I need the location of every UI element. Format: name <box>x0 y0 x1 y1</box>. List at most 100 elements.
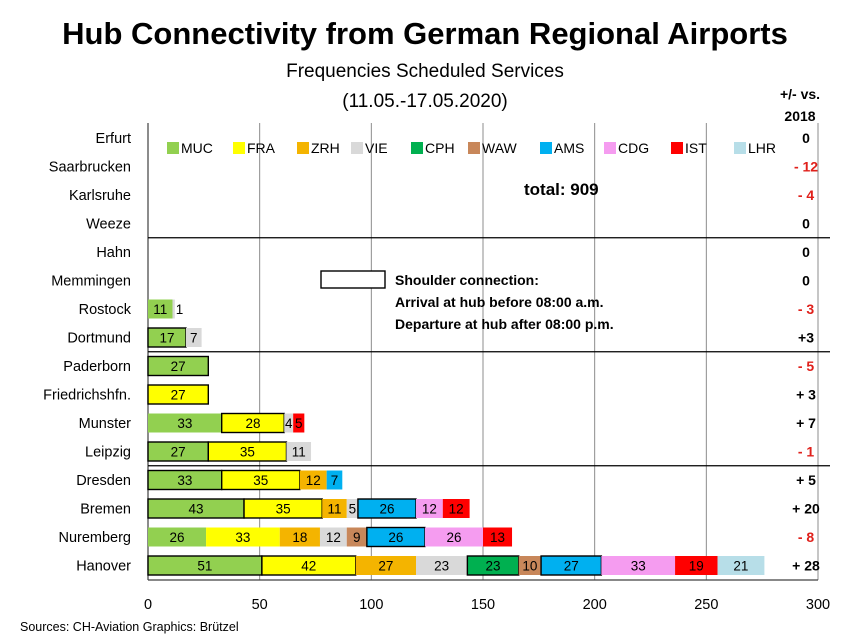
bar-segment-muc <box>148 413 222 433</box>
bar-value-label: 27 <box>564 559 579 574</box>
delta-value: - 12 <box>794 159 818 175</box>
delta-value: - 3 <box>798 301 815 317</box>
bar-value-label: 7 <box>190 331 198 346</box>
bar-value-label: 26 <box>379 502 394 517</box>
delta-value: + 28 <box>792 558 820 574</box>
bar-segment-vie <box>286 442 312 461</box>
chart-subtitle-line1: Frequencies Scheduled Services <box>286 61 564 82</box>
bar-segment-zrh <box>279 527 320 547</box>
delta-value: 0 <box>802 130 810 146</box>
delta-value: + 7 <box>796 415 816 431</box>
delta-value: 0 <box>802 216 810 232</box>
note-line: Departure at hub after 08:00 p.m. <box>395 316 614 332</box>
bar-segment-ist <box>483 527 513 547</box>
legend-label: VIE <box>365 140 388 156</box>
note-line: Arrival at hub before 08:00 a.m. <box>395 294 604 310</box>
x-tick-label: 150 <box>471 597 495 613</box>
legend-swatch-muc <box>167 142 179 154</box>
legend-swatch-zrh <box>297 142 309 154</box>
legend-swatch-fra <box>233 142 245 154</box>
shoulder-legend-box <box>320 270 386 289</box>
legend-swatch-ist <box>671 142 683 154</box>
legend-label: IST <box>685 140 707 156</box>
x-tick-label: 0 <box>144 597 152 613</box>
legend-swatch-ams <box>540 142 552 154</box>
source-text: Sources: CH-Aviation Graphics: Brützel <box>20 620 239 634</box>
legend-label: WAW <box>482 140 518 156</box>
bar-value-label: 19 <box>689 559 704 574</box>
legend-label: FRA <box>247 140 276 156</box>
bar-value-label: 35 <box>240 445 255 460</box>
category-label: Dortmund <box>67 331 131 347</box>
bar-value-label: 43 <box>189 502 204 517</box>
bar-value-label: 27 <box>171 445 186 460</box>
bar-segment-vie <box>185 328 202 347</box>
legend-swatch-waw <box>468 142 480 154</box>
legend-label: LHR <box>748 140 776 156</box>
bar-value-label: 1 <box>176 302 184 317</box>
bar-value-label: 9 <box>353 530 361 545</box>
delta-value: + 20 <box>792 501 820 517</box>
bar-value-label: 33 <box>235 530 250 545</box>
chart-title: Hub Connectivity from German Regional Ai… <box>62 16 788 51</box>
legend-swatch-cph <box>411 142 423 154</box>
chart-subtitle-line2: (11.05.-17.05.2020) <box>342 91 508 112</box>
category-label: Weeze <box>86 217 131 233</box>
category-label: Paderborn <box>63 359 131 375</box>
bar-value-label: 28 <box>245 416 260 431</box>
bar-value-label: 4 <box>285 416 293 431</box>
delta-value: 0 <box>802 244 810 260</box>
category-label: Hanover <box>76 559 131 575</box>
bar-value-label: 13 <box>490 530 505 545</box>
legend-swatch-lhr <box>734 142 746 154</box>
bar-value-label: 35 <box>253 473 268 488</box>
bar-segment-zrh <box>355 556 416 575</box>
bar-value-label: 5 <box>295 416 303 431</box>
delta-header-line2: 2018 <box>784 108 815 124</box>
delta-header-line1: +/- vs. <box>780 86 820 102</box>
bar-value-label: 27 <box>378 559 393 574</box>
legend-label: CPH <box>425 140 455 156</box>
legend-label: ZRH <box>311 140 340 156</box>
bar-value-label: 51 <box>197 559 212 574</box>
bar-value-label: 35 <box>276 502 291 517</box>
bar-value-label: 23 <box>486 559 501 574</box>
bar-segment-vie <box>319 527 347 547</box>
bar-segment-lhr <box>717 556 765 575</box>
category-label: Leipzig <box>85 445 131 461</box>
bar-segment-muc <box>147 355 209 377</box>
x-tick-label: 200 <box>583 597 607 613</box>
delta-value: 0 <box>802 273 810 289</box>
bar-segment-cdg <box>416 499 443 518</box>
bar-value-label: 18 <box>292 530 307 545</box>
bar-value-label: 23 <box>434 559 449 574</box>
legend-swatch-cdg <box>604 142 616 154</box>
bar-value-label: 11 <box>153 302 167 317</box>
bar-value-label: 5 <box>349 502 357 517</box>
bar-value-label: 12 <box>449 502 464 517</box>
category-label: Hahn <box>96 245 131 261</box>
category-label: Dresden <box>76 473 131 489</box>
legend-swatch-vie <box>351 142 363 154</box>
legend-label: AMS <box>554 140 584 156</box>
bar-value-label: 26 <box>388 530 403 545</box>
bar-segment-muc <box>148 527 207 547</box>
bar-value-label: 33 <box>177 416 192 431</box>
legend-label: MUC <box>181 140 213 156</box>
bar-value-label: 11 <box>292 445 306 460</box>
bar-segment-cdg <box>601 556 676 575</box>
x-tick-label: 50 <box>252 597 268 613</box>
legend-label: CDG <box>618 140 649 156</box>
bar-value-label: 12 <box>326 530 341 545</box>
delta-value: +3 <box>798 330 814 346</box>
bar-segment-vie <box>284 413 294 433</box>
bar-value-label: 26 <box>446 530 461 545</box>
x-tick-label: 250 <box>694 597 718 613</box>
category-label: Friedrichshfn. <box>43 388 131 404</box>
bar-segment-ist <box>675 556 718 575</box>
bar-segment-ist <box>442 499 470 518</box>
delta-value: - 1 <box>798 444 815 460</box>
bar-value-label: 12 <box>422 502 437 517</box>
